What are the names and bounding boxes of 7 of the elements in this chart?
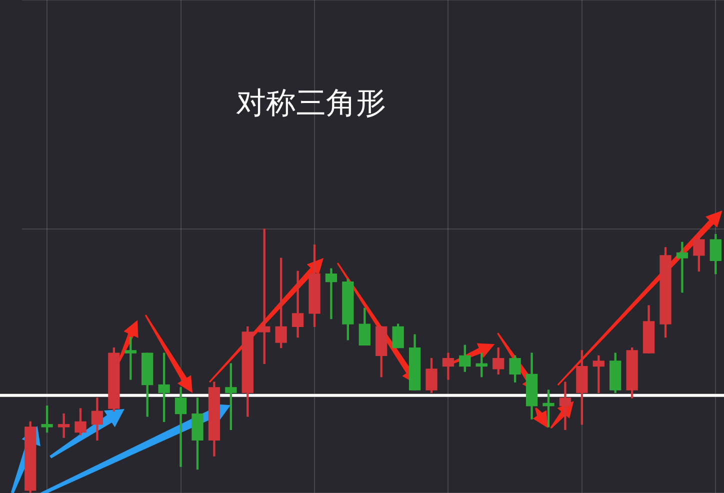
candlestick	[174, 387, 187, 467]
chart-title: 对称三角形	[236, 86, 386, 122]
candlestick	[325, 268, 338, 320]
candlestick	[292, 270, 304, 338]
candlestick	[676, 242, 688, 293]
candlestick	[58, 413, 70, 438]
candlestick	[559, 382, 572, 430]
